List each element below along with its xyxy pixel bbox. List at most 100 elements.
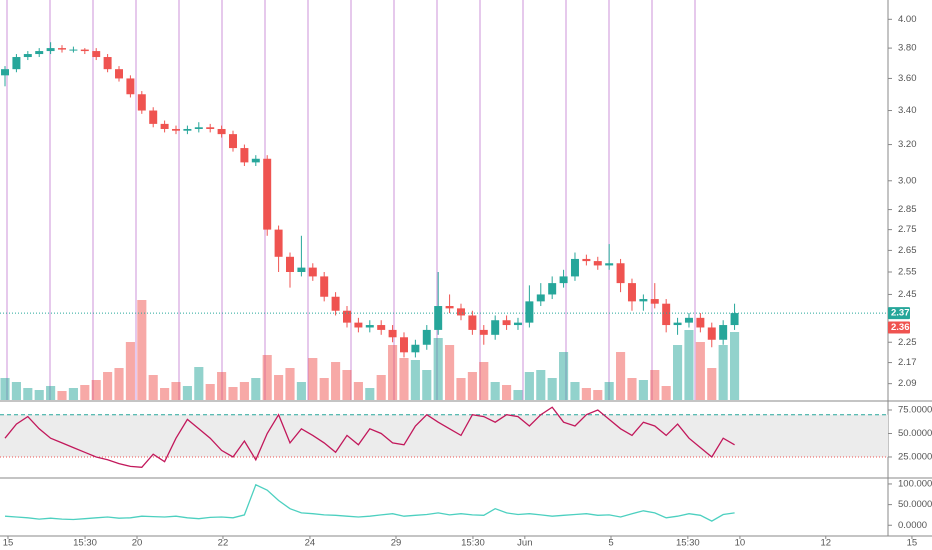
- y-tick-label: 3.40: [898, 105, 917, 116]
- volume-bar: [410, 360, 420, 400]
- volume-bar: [604, 382, 614, 400]
- volume-bar: [684, 330, 694, 400]
- y-tick-label: 2.75: [898, 224, 917, 235]
- volume-bar: [342, 370, 352, 400]
- candle-body: [46, 48, 55, 52]
- candle-body: [548, 283, 557, 295]
- candle-body: [377, 325, 386, 330]
- band-fill: [0, 414, 888, 457]
- x-tick-label: 20: [132, 538, 143, 549]
- candle-body: [194, 127, 203, 129]
- candle-body: [172, 128, 180, 131]
- candle-body: [696, 317, 705, 328]
- candle-body: [12, 57, 21, 70]
- y-tick-label: 3.80: [898, 43, 917, 54]
- candle-body: [525, 301, 534, 323]
- volume-bar: [513, 390, 523, 400]
- candle-body: [411, 344, 420, 353]
- candle-body: [502, 320, 511, 326]
- candle-body: [35, 51, 44, 55]
- volume-bar: [285, 368, 295, 400]
- x-tick-label: 15: [907, 538, 918, 549]
- candle-body: [160, 123, 169, 129]
- volume-bar: [422, 370, 432, 400]
- candle-body: [240, 148, 249, 163]
- candle-body: [719, 325, 728, 340]
- volume-bar: [365, 388, 375, 400]
- y-tick-label: 0.0000: [898, 520, 927, 531]
- volume-bar: [23, 388, 33, 400]
- candle-body: [593, 261, 602, 266]
- volume-bar: [445, 345, 455, 400]
- volume-bar: [718, 345, 728, 400]
- x-tick-label: 22: [218, 538, 229, 549]
- volume-bar: [182, 386, 192, 400]
- volume-bar: [559, 352, 569, 400]
- candle-body: [730, 313, 739, 326]
- candle-body: [137, 94, 146, 111]
- volume-bar: [239, 382, 249, 400]
- candle-body: [399, 337, 408, 353]
- indicator-line: [4, 406, 735, 468]
- x-tick-label: 24: [305, 538, 316, 549]
- candle-body: [365, 325, 374, 328]
- x-tick-label: 5: [608, 538, 613, 549]
- volume-bar: [376, 375, 386, 400]
- candle-body: [707, 327, 716, 340]
- candle-body: [69, 49, 78, 51]
- y-tick-label: 75.0000: [898, 405, 932, 416]
- candle-body: [183, 128, 192, 131]
- volume-bar: [194, 367, 204, 400]
- candle-body: [354, 322, 363, 328]
- volume-bar: [0, 378, 10, 400]
- volume-bar: [171, 382, 181, 400]
- candle-body: [582, 258, 591, 262]
- x-tick-label: Jun: [517, 538, 532, 549]
- indicator-line: [4, 483, 735, 522]
- y-tick-label: 4.00: [898, 14, 917, 25]
- y-tick-label: 3.20: [898, 139, 917, 150]
- price-label: 2.36: [891, 322, 910, 333]
- candle-body: [115, 69, 123, 79]
- candle-body: [149, 110, 158, 124]
- volume-bar: [490, 382, 500, 400]
- volume-bar: [433, 338, 443, 400]
- candle-body: [627, 283, 636, 302]
- candle-body: [308, 267, 317, 277]
- volume-bar: [68, 388, 78, 400]
- candle-body: [286, 256, 294, 272]
- x-tick-label: 15:30: [461, 538, 485, 549]
- candle-body: [616, 263, 625, 284]
- y-tick-label: 3.60: [898, 73, 917, 84]
- x-tick-label: 15:30: [73, 538, 97, 549]
- volume-bar: [217, 372, 227, 400]
- volume-bar: [524, 372, 534, 400]
- candle-body: [422, 329, 431, 345]
- volume-bar: [730, 332, 740, 400]
- volume-bar: [399, 358, 409, 400]
- y-tick-label: 2.85: [898, 204, 917, 215]
- volume-bar: [502, 385, 512, 400]
- candle-body: [58, 48, 67, 50]
- volume-bar: [228, 387, 238, 400]
- candle-body: [251, 158, 260, 163]
- volume-bar: [251, 378, 261, 400]
- y-tick-label: 2.17: [898, 357, 917, 368]
- candle-body: [491, 320, 500, 335]
- candle-body: [274, 229, 283, 257]
- volume-bar: [308, 358, 318, 400]
- volume-bar: [581, 388, 591, 400]
- x-tick-label: 29: [391, 538, 402, 549]
- y-tick-label: 25.0000: [898, 451, 932, 462]
- price-badge: [888, 307, 910, 320]
- volume-bar: [205, 384, 215, 400]
- candle-body: [456, 308, 465, 316]
- candle-body: [673, 322, 682, 326]
- x-tick-label: 12: [820, 538, 831, 549]
- volume-bar: [661, 386, 671, 400]
- volume-bar: [319, 378, 329, 400]
- candle-body: [206, 127, 215, 129]
- candle-body: [662, 303, 671, 326]
- volume-bar: [353, 382, 363, 400]
